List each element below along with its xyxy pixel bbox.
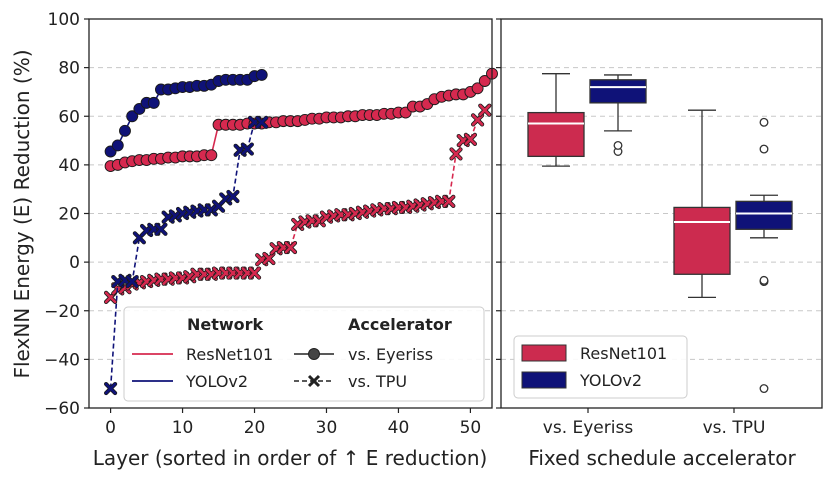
x-tick-label: 10 [172, 418, 194, 438]
y-tick-label: 40 [58, 156, 80, 176]
legend-yolov2-label: YOLOv2 [185, 372, 248, 391]
resnet101-vs-tpu-point [312, 214, 326, 228]
legend-resnet101-label: ResNet101 [186, 345, 273, 364]
resnet101-vs-tpu-point [262, 251, 276, 266]
y-tick-label: −40 [44, 350, 80, 370]
outlier-point [613, 140, 623, 150]
y-tick-label: 100 [48, 10, 80, 30]
x-tick-label: 40 [388, 418, 410, 438]
yolov2-vs-tpu-point [125, 274, 139, 289]
outlier-point [759, 275, 769, 285]
yolov2-vs-eyeriss-point [119, 124, 131, 137]
legend-resnet101-patch [521, 344, 567, 362]
right-x-axis-label: Fixed schedule accelerator [528, 446, 796, 470]
left-x-axis-label: Layer (sorted in order of ↑ E reduction) [93, 446, 488, 470]
resnet101-vs-tpu-point [283, 240, 298, 255]
yolov2-vs-eyeriss-point [126, 110, 139, 123]
right-legend: ResNet101 YOLOv2 [513, 335, 688, 399]
right-x-tick-label: vs. Eyeriss [543, 418, 634, 438]
y-tick-label: 80 [58, 59, 80, 79]
legend-tpu-label: vs. TPU [348, 372, 407, 391]
yolov2-vs-tpu-point [255, 115, 269, 129]
yolov2-vs-tpu-point [240, 142, 254, 156]
x-tick-label: 50 [460, 418, 482, 438]
yolov2-vs-tpu-point [154, 222, 168, 236]
resnet101-vs-tpu-point [247, 266, 262, 280]
legend-yolov2-patch [521, 371, 567, 389]
yolov2-vs-tpu-point [103, 381, 118, 396]
x-tick-label: 0 [105, 418, 116, 438]
left-plot-marks [103, 67, 498, 396]
y-tick-label: −60 [44, 399, 80, 419]
box-iqr [589, 79, 647, 104]
y-tick-label: 20 [58, 205, 80, 225]
outlier-point [759, 117, 769, 127]
resnet101-vs-eyeriss-point [478, 75, 491, 87]
x-tick-label: 30 [316, 418, 338, 438]
resnet101-vs-tpu-point [449, 147, 463, 161]
resnet101-vs-tpu-point [478, 103, 492, 117]
yolov2-vs-eyeriss-point [147, 96, 160, 109]
left-y-axis-label: FlexNN Energy (E) Reduction (%) [10, 49, 34, 378]
x-tick-label: 20 [244, 418, 266, 438]
legend-resnet101-box-label: ResNet101 [580, 344, 667, 363]
right-x-tick-label: vs. TPU [703, 418, 766, 438]
resnet101-vs-tpu-box [673, 109, 731, 299]
y-tick-label: 0 [69, 253, 80, 273]
resnet101-vs-tpu-point [471, 113, 485, 127]
resnet101-vs-eyeriss-point [205, 149, 218, 162]
yolov2-vs-eyeriss-point [111, 139, 124, 152]
outlier-point [759, 384, 769, 393]
resnet101-vs-tpu-point [442, 194, 456, 208]
yolov2-vs-tpu-line [109, 121, 262, 389]
box-iqr [735, 200, 793, 230]
legend-eyeriss-label: vs. Eyeriss [348, 345, 433, 364]
outlier-point [759, 144, 769, 154]
legend-yolov2-box-label: YOLOv2 [579, 371, 642, 390]
resnet101-vs-eyeriss-point [471, 82, 484, 95]
yolov2-vs-tpu-point [226, 189, 240, 204]
right-plot-marks [527, 73, 793, 393]
y-tick-label: −20 [44, 302, 80, 322]
y-tick-label: 60 [58, 107, 80, 127]
yolov2-vs-tpu-box [735, 117, 793, 393]
legend-tpu-marker [307, 374, 321, 388]
legend-eyeriss-marker [308, 348, 320, 360]
left-legend: Network Accelerator ResNet101 YOLOv2 vs.… [123, 306, 485, 402]
box-iqr [673, 206, 731, 275]
left-axis-ticks: −60 −40 −20 0 20 40 60 80 100 0 10 20 30 40 50 [44, 10, 481, 438]
yolov2-vs-eyeriss-point [255, 68, 268, 81]
legend-network-title: Network [187, 315, 264, 334]
legend-accelerator-title: Accelerator [348, 315, 452, 334]
resnet101-vs-tpu-point [463, 132, 478, 146]
yolov2-vs-eyeriss-box [589, 74, 647, 156]
yolov2-vs-tpu-point [204, 203, 218, 217]
resnet101-vs-eyeriss-box [527, 73, 585, 167]
box-iqr [527, 111, 585, 158]
right-axis-ticks: vs. Eyeriss vs. TPU [496, 18, 766, 438]
